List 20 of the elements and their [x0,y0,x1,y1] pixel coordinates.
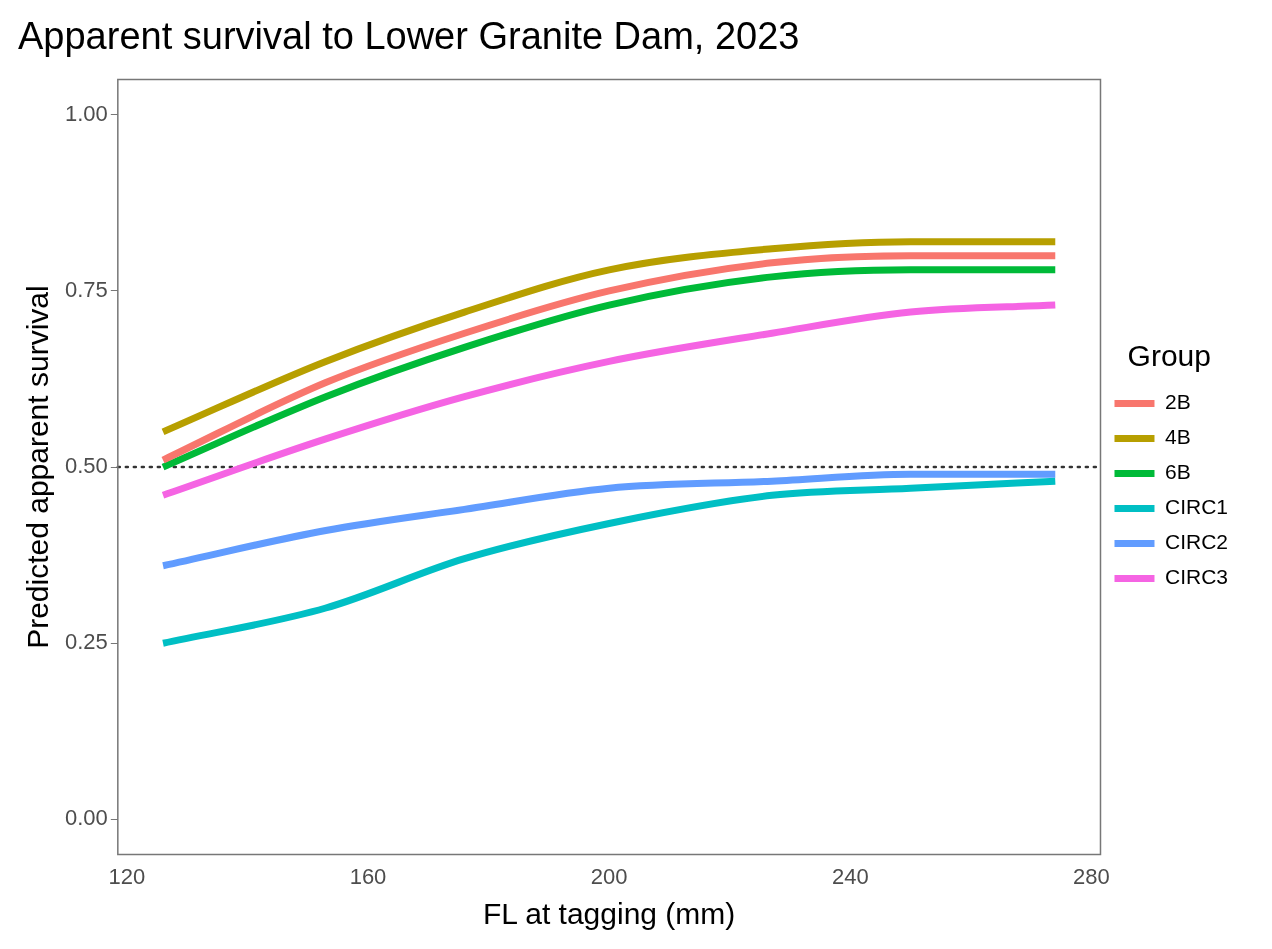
x-tick-label: 160 [349,863,387,889]
y-axis-title: Predicted apparent survival [21,285,55,649]
y-tick-label: 1.00 [64,100,108,126]
x-axis-title: FL at tagging (mm) [483,897,736,931]
legend-label: CIRC1 [1164,495,1229,519]
y-tick-label: 0.25 [64,629,108,655]
y-tick-label: 0.00 [64,805,108,831]
legend-title: Group [1127,339,1211,373]
x-tick-label: 240 [831,863,869,889]
legend-label: 6B [1164,460,1191,484]
legend-label: 4B [1164,425,1191,449]
x-tick-label: 120 [108,863,146,889]
x-tick-label: 280 [1073,863,1110,889]
chart-title: Apparent survival to Lower Granite Dam, 2023 [18,15,800,58]
legend-label: CIRC3 [1164,565,1229,589]
legend-label: CIRC2 [1164,530,1229,554]
y-tick-label: 0.50 [64,453,108,479]
y-tick-label: 0.75 [64,277,108,303]
legend-label: 2B [1164,390,1191,414]
x-tick-label: 200 [590,863,628,889]
